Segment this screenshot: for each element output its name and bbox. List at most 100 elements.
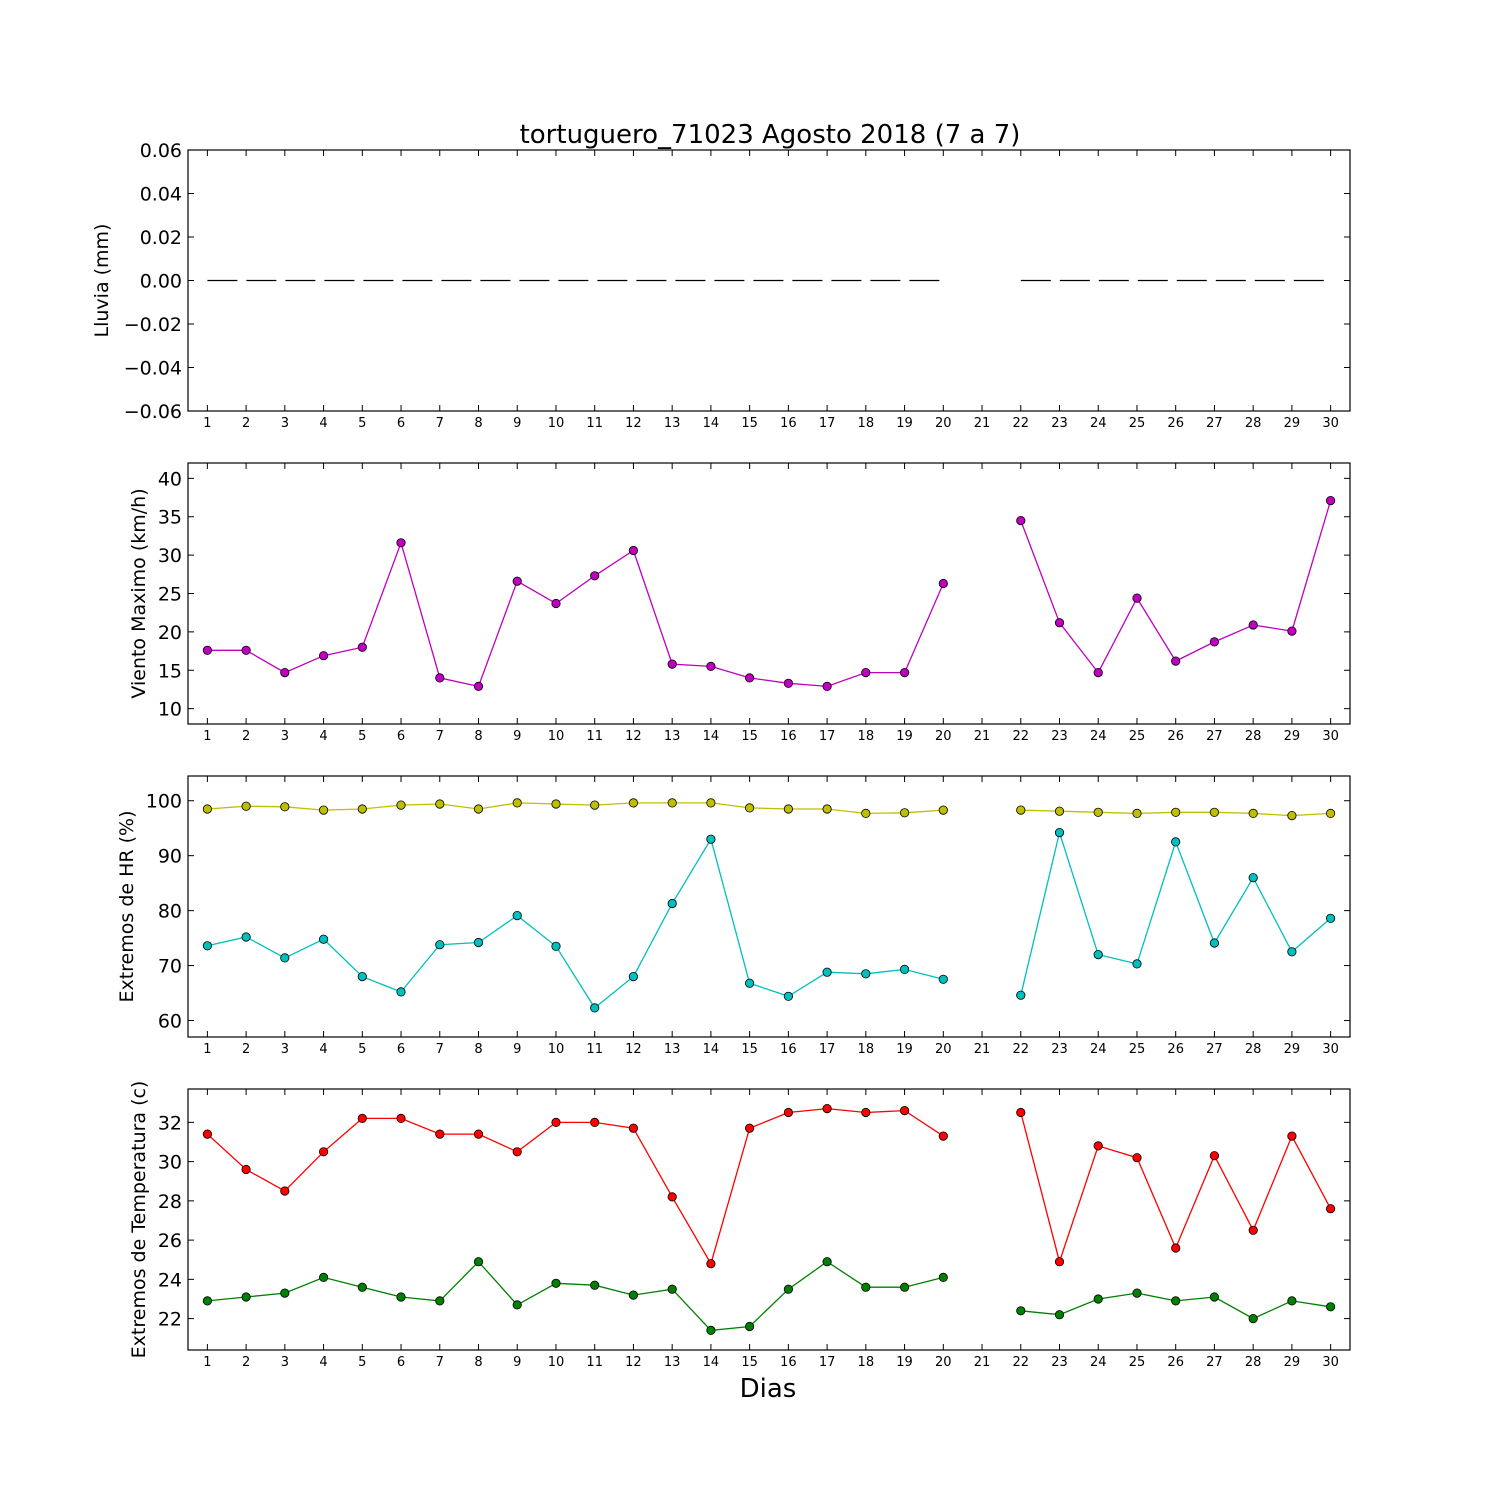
data-point xyxy=(435,799,445,809)
y-tick-label: 0.04 xyxy=(140,184,182,206)
data-point xyxy=(1132,959,1142,969)
data-point xyxy=(435,1296,445,1306)
data-point xyxy=(396,1113,406,1124)
data-point xyxy=(473,1257,484,1267)
data-point xyxy=(667,898,677,909)
x-tick-label: 29 xyxy=(1284,1355,1301,1370)
data-point xyxy=(512,576,522,586)
y-axis-label: Viento Maximo (km/h) xyxy=(128,488,150,698)
x-tick-label: 25 xyxy=(1129,416,1146,431)
data-point xyxy=(473,1129,484,1139)
x-tick-label: 18 xyxy=(858,1042,875,1057)
x-tick-label: 17 xyxy=(819,729,836,744)
x-tick-label: 2 xyxy=(242,416,250,431)
data-point xyxy=(1171,837,1181,847)
x-tick-label: 18 xyxy=(858,1355,875,1370)
data-point xyxy=(667,798,677,808)
x-tick-label: 7 xyxy=(436,416,444,431)
data-point xyxy=(822,681,832,692)
x-tick-label: 1 xyxy=(203,729,211,744)
x-tick-label: 13 xyxy=(664,729,681,744)
data-point xyxy=(706,798,716,808)
data-point xyxy=(280,953,290,963)
data-point xyxy=(1287,810,1297,821)
x-tick-label: 9 xyxy=(513,729,521,744)
x-tick-label: 2 xyxy=(242,1355,250,1370)
x-tick-label: 19 xyxy=(896,416,913,431)
x-tick-label: 21 xyxy=(974,416,991,431)
x-tick-label: 3 xyxy=(281,416,289,431)
data-point xyxy=(861,667,871,678)
data-point xyxy=(628,1123,639,1133)
data-point xyxy=(1287,626,1297,636)
y-tick-label: 22 xyxy=(158,1309,182,1331)
data-point xyxy=(667,1192,677,1202)
y-tick-label: 0.06 xyxy=(140,140,182,162)
x-tick-label: 28 xyxy=(1245,416,1262,431)
x-tick-label: 4 xyxy=(319,1042,327,1057)
data-point xyxy=(318,934,329,944)
data-point xyxy=(783,991,794,1001)
y-tick-label: 30 xyxy=(158,1152,182,1174)
x-tick-label: 9 xyxy=(513,1355,521,1370)
y-tick-label: 15 xyxy=(158,660,182,682)
x-tick-label: 13 xyxy=(664,1355,681,1370)
data-point xyxy=(241,1292,251,1302)
x-tick-label: 13 xyxy=(664,416,681,431)
plot-frame xyxy=(187,775,1351,1038)
data-point xyxy=(357,1282,367,1292)
data-point xyxy=(1132,1153,1142,1163)
data-point xyxy=(1326,1302,1336,1312)
data-point xyxy=(1287,1131,1297,1141)
data-point xyxy=(202,1296,212,1306)
data-point xyxy=(280,802,290,812)
x-tick-label: 5 xyxy=(358,729,366,744)
x-tick-label: 30 xyxy=(1322,1355,1339,1370)
series-line xyxy=(1020,1112,1332,1264)
data-point xyxy=(396,800,406,810)
y-tick-label: 90 xyxy=(158,846,182,868)
y-axis-label: Extremos de HR (%) xyxy=(116,810,138,1002)
data-point xyxy=(1054,827,1065,838)
data-point xyxy=(1248,620,1258,630)
data-point xyxy=(667,1284,677,1294)
x-tick-label: 14 xyxy=(703,729,720,744)
x-tick-label: 17 xyxy=(819,1042,836,1057)
data-point xyxy=(396,1292,406,1302)
x-tick-label: 16 xyxy=(780,729,797,744)
data-point xyxy=(783,1284,794,1294)
data-point xyxy=(551,1117,561,1128)
y-tick-label: 0.00 xyxy=(140,271,182,293)
y-axis-label: Extremos de Temperatura (c) xyxy=(128,1081,150,1359)
data-point xyxy=(861,1282,871,1292)
x-tick-label: 14 xyxy=(703,416,720,431)
x-tick-label: 12 xyxy=(625,1355,642,1370)
data-point xyxy=(473,804,484,814)
x-tick-label: 26 xyxy=(1167,729,1184,744)
x-tick-label: 27 xyxy=(1206,1355,1223,1370)
x-tick-label: 15 xyxy=(741,729,758,744)
x-tick-label: 5 xyxy=(358,416,366,431)
x-tick-label: 24 xyxy=(1090,729,1107,744)
data-point xyxy=(1287,947,1297,957)
data-point xyxy=(318,651,329,661)
x-tick-label: 3 xyxy=(281,729,289,744)
data-point xyxy=(357,804,367,814)
series-line xyxy=(1020,500,1332,674)
x-tick-label: 1 xyxy=(203,416,211,431)
data-point xyxy=(1326,913,1336,923)
data-point xyxy=(822,1104,832,1114)
data-point xyxy=(1016,515,1026,526)
y-tick-label: 100 xyxy=(146,791,182,813)
data-point xyxy=(899,808,910,818)
series-line xyxy=(1020,830,1332,996)
x-tick-label: 28 xyxy=(1245,1355,1262,1370)
series-line xyxy=(207,1260,944,1332)
x-tick-label: 24 xyxy=(1090,416,1107,431)
data-point xyxy=(1171,1243,1181,1253)
data-point xyxy=(1248,1314,1258,1324)
data-point xyxy=(241,932,251,942)
data-point xyxy=(822,804,832,814)
x-tick-label: 26 xyxy=(1167,1042,1184,1057)
